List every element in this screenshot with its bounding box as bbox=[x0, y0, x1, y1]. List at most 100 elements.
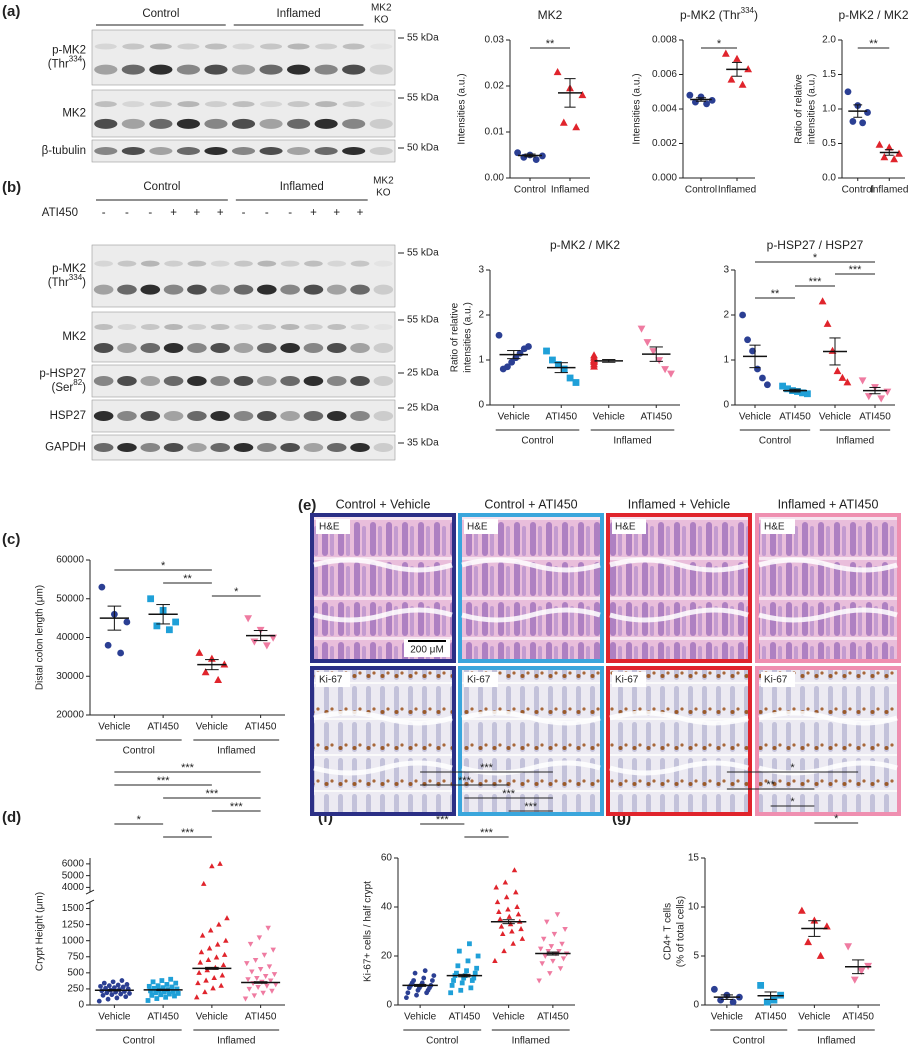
data-point bbox=[844, 943, 853, 951]
blot-strip bbox=[91, 244, 396, 308]
data-point bbox=[202, 989, 208, 995]
blot-band bbox=[350, 260, 370, 267]
data-point bbox=[843, 378, 852, 386]
size-marker: 35 kDa bbox=[407, 438, 439, 449]
y-tick-label: 0 bbox=[78, 1000, 84, 1011]
data-point bbox=[727, 75, 736, 83]
histology-title: Control + ATI450 bbox=[484, 497, 577, 511]
group-label: Inflamed bbox=[613, 436, 651, 447]
blot-band bbox=[233, 376, 254, 386]
size-marker: 25 kDa bbox=[407, 403, 439, 414]
data-point bbox=[256, 935, 263, 941]
blot-band bbox=[163, 443, 184, 452]
data-point bbox=[710, 985, 718, 993]
data-point bbox=[150, 979, 156, 985]
data-point bbox=[532, 156, 540, 164]
data-point bbox=[161, 989, 167, 995]
group-label: Control bbox=[123, 746, 155, 757]
data-point bbox=[493, 884, 499, 890]
significance-label: *** bbox=[502, 788, 516, 800]
y-tick-label: 0.0 bbox=[822, 173, 836, 184]
blot-band bbox=[342, 101, 365, 108]
blot-band bbox=[257, 376, 277, 386]
data-point bbox=[271, 972, 278, 978]
blot-band bbox=[93, 411, 114, 421]
blot-band bbox=[93, 284, 114, 295]
blot-band bbox=[149, 64, 173, 75]
significance-label: *** bbox=[524, 801, 538, 813]
data-point bbox=[220, 962, 227, 968]
group-label: Inflamed bbox=[280, 181, 324, 193]
tissue-gap bbox=[313, 607, 453, 623]
blot-band bbox=[234, 324, 253, 330]
significance-label: * bbox=[234, 586, 239, 598]
data-point bbox=[549, 356, 556, 364]
data-point bbox=[823, 319, 832, 327]
data-point bbox=[196, 969, 202, 975]
data-point bbox=[738, 80, 747, 88]
x-tick-label: Control bbox=[842, 185, 874, 196]
blot-band bbox=[117, 376, 137, 386]
data-point bbox=[472, 970, 478, 976]
data-point bbox=[858, 377, 867, 385]
blot-band bbox=[187, 411, 207, 421]
y-tick-label: 0.002 bbox=[652, 138, 677, 149]
data-point bbox=[547, 971, 553, 977]
blot-band bbox=[303, 376, 324, 386]
y-tick-label: 750 bbox=[67, 951, 84, 962]
y-tick-label: 0.02 bbox=[485, 81, 505, 92]
blot-band bbox=[121, 118, 145, 129]
data-point bbox=[218, 982, 224, 988]
stain-label-bg bbox=[316, 519, 350, 534]
y-tick-label: 2.0 bbox=[822, 35, 836, 46]
blot-band bbox=[280, 284, 300, 295]
y-tick-label: 0 bbox=[478, 400, 484, 411]
histology-image bbox=[606, 666, 752, 816]
y-tick-label: 5000 bbox=[62, 870, 85, 881]
data-point bbox=[109, 992, 115, 998]
data-point bbox=[708, 96, 716, 104]
data-point bbox=[495, 331, 503, 339]
significance-label: *** bbox=[480, 827, 494, 839]
blot-band bbox=[304, 324, 323, 330]
treatment-sign: + bbox=[333, 207, 340, 219]
data-point bbox=[270, 947, 276, 953]
treatment-sign: - bbox=[125, 207, 129, 219]
treatment-sign: + bbox=[217, 207, 224, 219]
blot-band bbox=[259, 64, 283, 75]
blot-band bbox=[231, 118, 256, 129]
tissue-gap bbox=[461, 710, 601, 726]
significance-label: *** bbox=[181, 827, 195, 839]
histology-title: Inflamed + Vehicle bbox=[628, 497, 731, 511]
blot-band bbox=[373, 284, 394, 295]
stain-label: H&E bbox=[764, 522, 785, 533]
blot-band bbox=[287, 43, 310, 50]
stain-label-bg bbox=[612, 672, 646, 687]
data-point bbox=[757, 982, 765, 989]
data-point bbox=[266, 964, 273, 970]
blot-band bbox=[257, 324, 277, 330]
y-tick-label: 20000 bbox=[56, 710, 84, 721]
blot-band bbox=[314, 64, 338, 75]
blot-band bbox=[164, 324, 183, 330]
significance-label: *** bbox=[205, 788, 219, 800]
blot-band bbox=[210, 411, 230, 421]
data-point bbox=[123, 994, 129, 1000]
data-point bbox=[461, 975, 467, 981]
blot-band bbox=[257, 284, 277, 295]
data-point bbox=[264, 983, 270, 989]
chart-title-sup: 334 bbox=[741, 6, 755, 15]
knockout-label: KO bbox=[376, 188, 391, 199]
data-point bbox=[429, 978, 435, 983]
data-point bbox=[744, 336, 751, 344]
data-point bbox=[164, 982, 170, 987]
blot-band bbox=[94, 64, 118, 75]
tissue-gap bbox=[461, 607, 601, 623]
y-axis-label: Ratio of relative bbox=[794, 74, 805, 144]
significance-label: *** bbox=[809, 276, 823, 288]
data-point bbox=[198, 949, 205, 955]
data-point bbox=[733, 54, 741, 62]
blot-band bbox=[260, 43, 283, 50]
data-point bbox=[217, 860, 223, 866]
data-point bbox=[262, 974, 269, 980]
